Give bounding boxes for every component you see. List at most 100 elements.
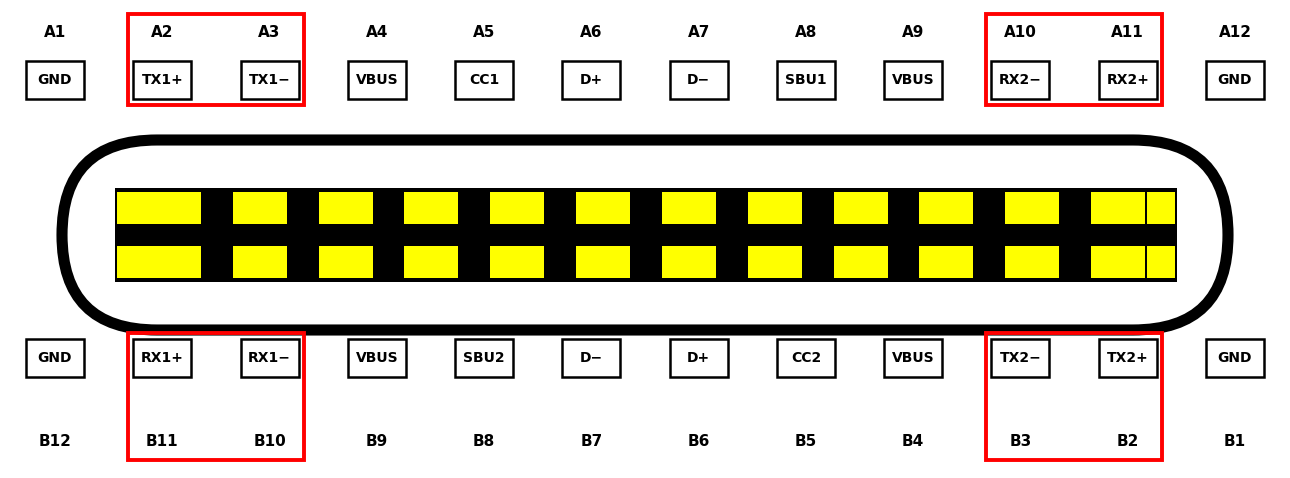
- Bar: [777, 339, 835, 377]
- Text: B6: B6: [688, 435, 710, 449]
- Bar: [884, 61, 942, 99]
- Bar: [920, 246, 974, 278]
- Text: GND: GND: [37, 351, 72, 365]
- Bar: [1005, 246, 1059, 278]
- Text: B4: B4: [902, 435, 925, 449]
- Bar: [490, 192, 544, 224]
- Text: VBUS: VBUS: [891, 351, 934, 365]
- Text: D+: D+: [579, 73, 602, 87]
- Text: B11: B11: [146, 435, 178, 449]
- Bar: [833, 246, 888, 278]
- Bar: [1147, 192, 1175, 224]
- Bar: [319, 246, 373, 278]
- Text: A7: A7: [688, 24, 710, 40]
- FancyBboxPatch shape: [62, 140, 1228, 330]
- Bar: [748, 246, 802, 278]
- Bar: [987, 14, 1162, 105]
- Text: A11: A11: [1112, 24, 1144, 40]
- Bar: [577, 192, 630, 224]
- Bar: [1091, 246, 1146, 278]
- Text: B7: B7: [580, 435, 602, 449]
- Bar: [748, 192, 802, 224]
- Text: A6: A6: [580, 24, 602, 40]
- Text: SBU1: SBU1: [786, 73, 827, 87]
- Text: RX2−: RX2−: [998, 73, 1042, 87]
- Bar: [1099, 339, 1157, 377]
- Bar: [240, 339, 298, 377]
- Text: SBU2: SBU2: [463, 351, 504, 365]
- Text: A12: A12: [1219, 24, 1251, 40]
- Bar: [133, 339, 191, 377]
- Text: B10: B10: [253, 435, 286, 449]
- Bar: [404, 192, 458, 224]
- Text: A8: A8: [795, 24, 817, 40]
- Bar: [992, 61, 1050, 99]
- Bar: [133, 61, 191, 99]
- Bar: [348, 61, 406, 99]
- Bar: [319, 192, 373, 224]
- Text: B3: B3: [1009, 435, 1032, 449]
- Bar: [117, 246, 147, 278]
- Bar: [240, 61, 298, 99]
- Bar: [117, 192, 147, 224]
- Bar: [833, 192, 888, 224]
- Bar: [777, 61, 835, 99]
- Text: A3: A3: [258, 24, 281, 40]
- Bar: [670, 61, 728, 99]
- Bar: [232, 246, 286, 278]
- Text: D−: D−: [688, 73, 711, 87]
- Bar: [128, 333, 303, 460]
- Text: VBUS: VBUS: [891, 73, 934, 87]
- Text: A10: A10: [1004, 24, 1037, 40]
- Bar: [662, 192, 716, 224]
- Bar: [147, 192, 201, 224]
- Text: GND: GND: [37, 73, 72, 87]
- Bar: [404, 246, 458, 278]
- Text: A5: A5: [473, 24, 495, 40]
- Bar: [1091, 192, 1146, 224]
- Text: TX1+: TX1+: [142, 73, 183, 87]
- Text: CC1: CC1: [470, 73, 499, 87]
- Bar: [232, 192, 286, 224]
- Bar: [1206, 61, 1264, 99]
- Bar: [26, 339, 84, 377]
- Text: B12: B12: [39, 435, 71, 449]
- Text: CC2: CC2: [791, 351, 820, 365]
- Bar: [662, 246, 716, 278]
- Bar: [455, 339, 513, 377]
- Bar: [348, 339, 406, 377]
- Bar: [920, 192, 974, 224]
- Text: VBUS: VBUS: [356, 351, 399, 365]
- Bar: [562, 339, 620, 377]
- Bar: [128, 14, 303, 105]
- Text: D−: D−: [579, 351, 602, 365]
- Bar: [115, 188, 1176, 282]
- Text: GND: GND: [1218, 73, 1253, 87]
- Bar: [1099, 61, 1157, 99]
- Text: A9: A9: [902, 24, 925, 40]
- Text: RX1+: RX1+: [141, 351, 183, 365]
- Bar: [147, 246, 201, 278]
- Text: A4: A4: [365, 24, 388, 40]
- Bar: [455, 61, 513, 99]
- Bar: [562, 61, 620, 99]
- Text: B9: B9: [365, 435, 388, 449]
- Text: A2: A2: [151, 24, 174, 40]
- Text: D+: D+: [688, 351, 711, 365]
- Text: RX1−: RX1−: [248, 351, 292, 365]
- Bar: [1147, 246, 1175, 278]
- Text: GND: GND: [1218, 351, 1253, 365]
- Text: VBUS: VBUS: [356, 73, 399, 87]
- Text: TX1−: TX1−: [249, 73, 290, 87]
- Bar: [577, 246, 630, 278]
- Bar: [987, 333, 1162, 460]
- Bar: [1206, 339, 1264, 377]
- Text: TX2+: TX2+: [1107, 351, 1148, 365]
- Bar: [992, 339, 1050, 377]
- Bar: [670, 339, 728, 377]
- Text: TX2−: TX2−: [1000, 351, 1041, 365]
- Text: B8: B8: [473, 435, 495, 449]
- Bar: [26, 61, 84, 99]
- Text: B5: B5: [795, 435, 817, 449]
- Text: RX2+: RX2+: [1107, 73, 1149, 87]
